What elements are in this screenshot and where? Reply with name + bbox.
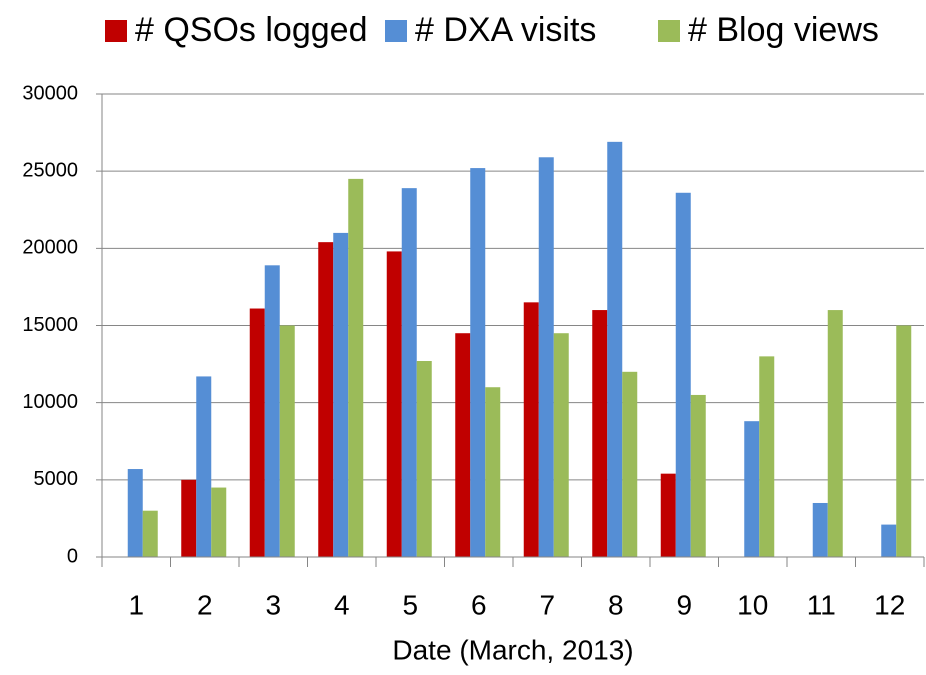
bar [470,168,486,557]
bar [607,141,623,558]
bar [333,232,349,557]
bar [416,360,432,557]
y-tick-label: 5000 [34,468,79,490]
legend-swatch [658,20,680,42]
x-tick-label: 2 [197,589,213,620]
x-tick-label: 11 [807,589,836,620]
bar [318,242,334,557]
bar [759,356,775,557]
bar [249,308,265,557]
bar [812,502,828,557]
x-tick-label: 4 [334,589,350,620]
bar [485,387,501,557]
bar [592,310,608,557]
y-tick-label: 20000 [22,237,78,259]
x-axis-title: Date (March, 2013) [392,634,633,665]
x-tick-label: 6 [471,589,487,620]
bar [896,325,912,557]
bar [744,421,760,557]
y-tick-label: 25000 [22,159,78,181]
bar [142,510,158,557]
bar [675,192,691,558]
y-tick-label: 0 [67,545,78,567]
bar [211,487,227,557]
y-tick-label: 30000 [22,82,78,104]
bar [196,376,212,557]
bar [386,251,402,558]
bar [881,524,897,557]
legend-label: # QSOs logged [135,11,367,49]
bar [660,473,676,557]
bar [523,302,539,557]
x-tick-label: 3 [265,589,281,620]
bar [127,469,143,557]
x-tick-label: 12 [874,589,905,620]
y-tick-label: 15000 [22,314,78,336]
bar [264,265,280,557]
legend-label: # Blog views [688,11,879,49]
legend-swatch [105,20,127,42]
legend-label: # DXA visits [415,11,596,49]
x-tick-label: 1 [128,589,144,620]
x-tick-label: 7 [539,589,555,620]
bar [279,325,295,557]
y-tick-label: 10000 [22,391,78,413]
bar [690,394,706,557]
x-tick-label: 10 [737,589,768,620]
x-tick-label: 9 [676,589,692,620]
bar [538,157,554,557]
bar [553,333,569,557]
bar [622,371,638,557]
bar [181,479,197,557]
bar [348,178,364,557]
bar [455,333,471,557]
x-tick-label: 5 [402,589,418,620]
bar [401,188,417,558]
legend-swatch [385,20,407,42]
x-tick-label: 8 [608,589,624,620]
bar [827,310,843,557]
